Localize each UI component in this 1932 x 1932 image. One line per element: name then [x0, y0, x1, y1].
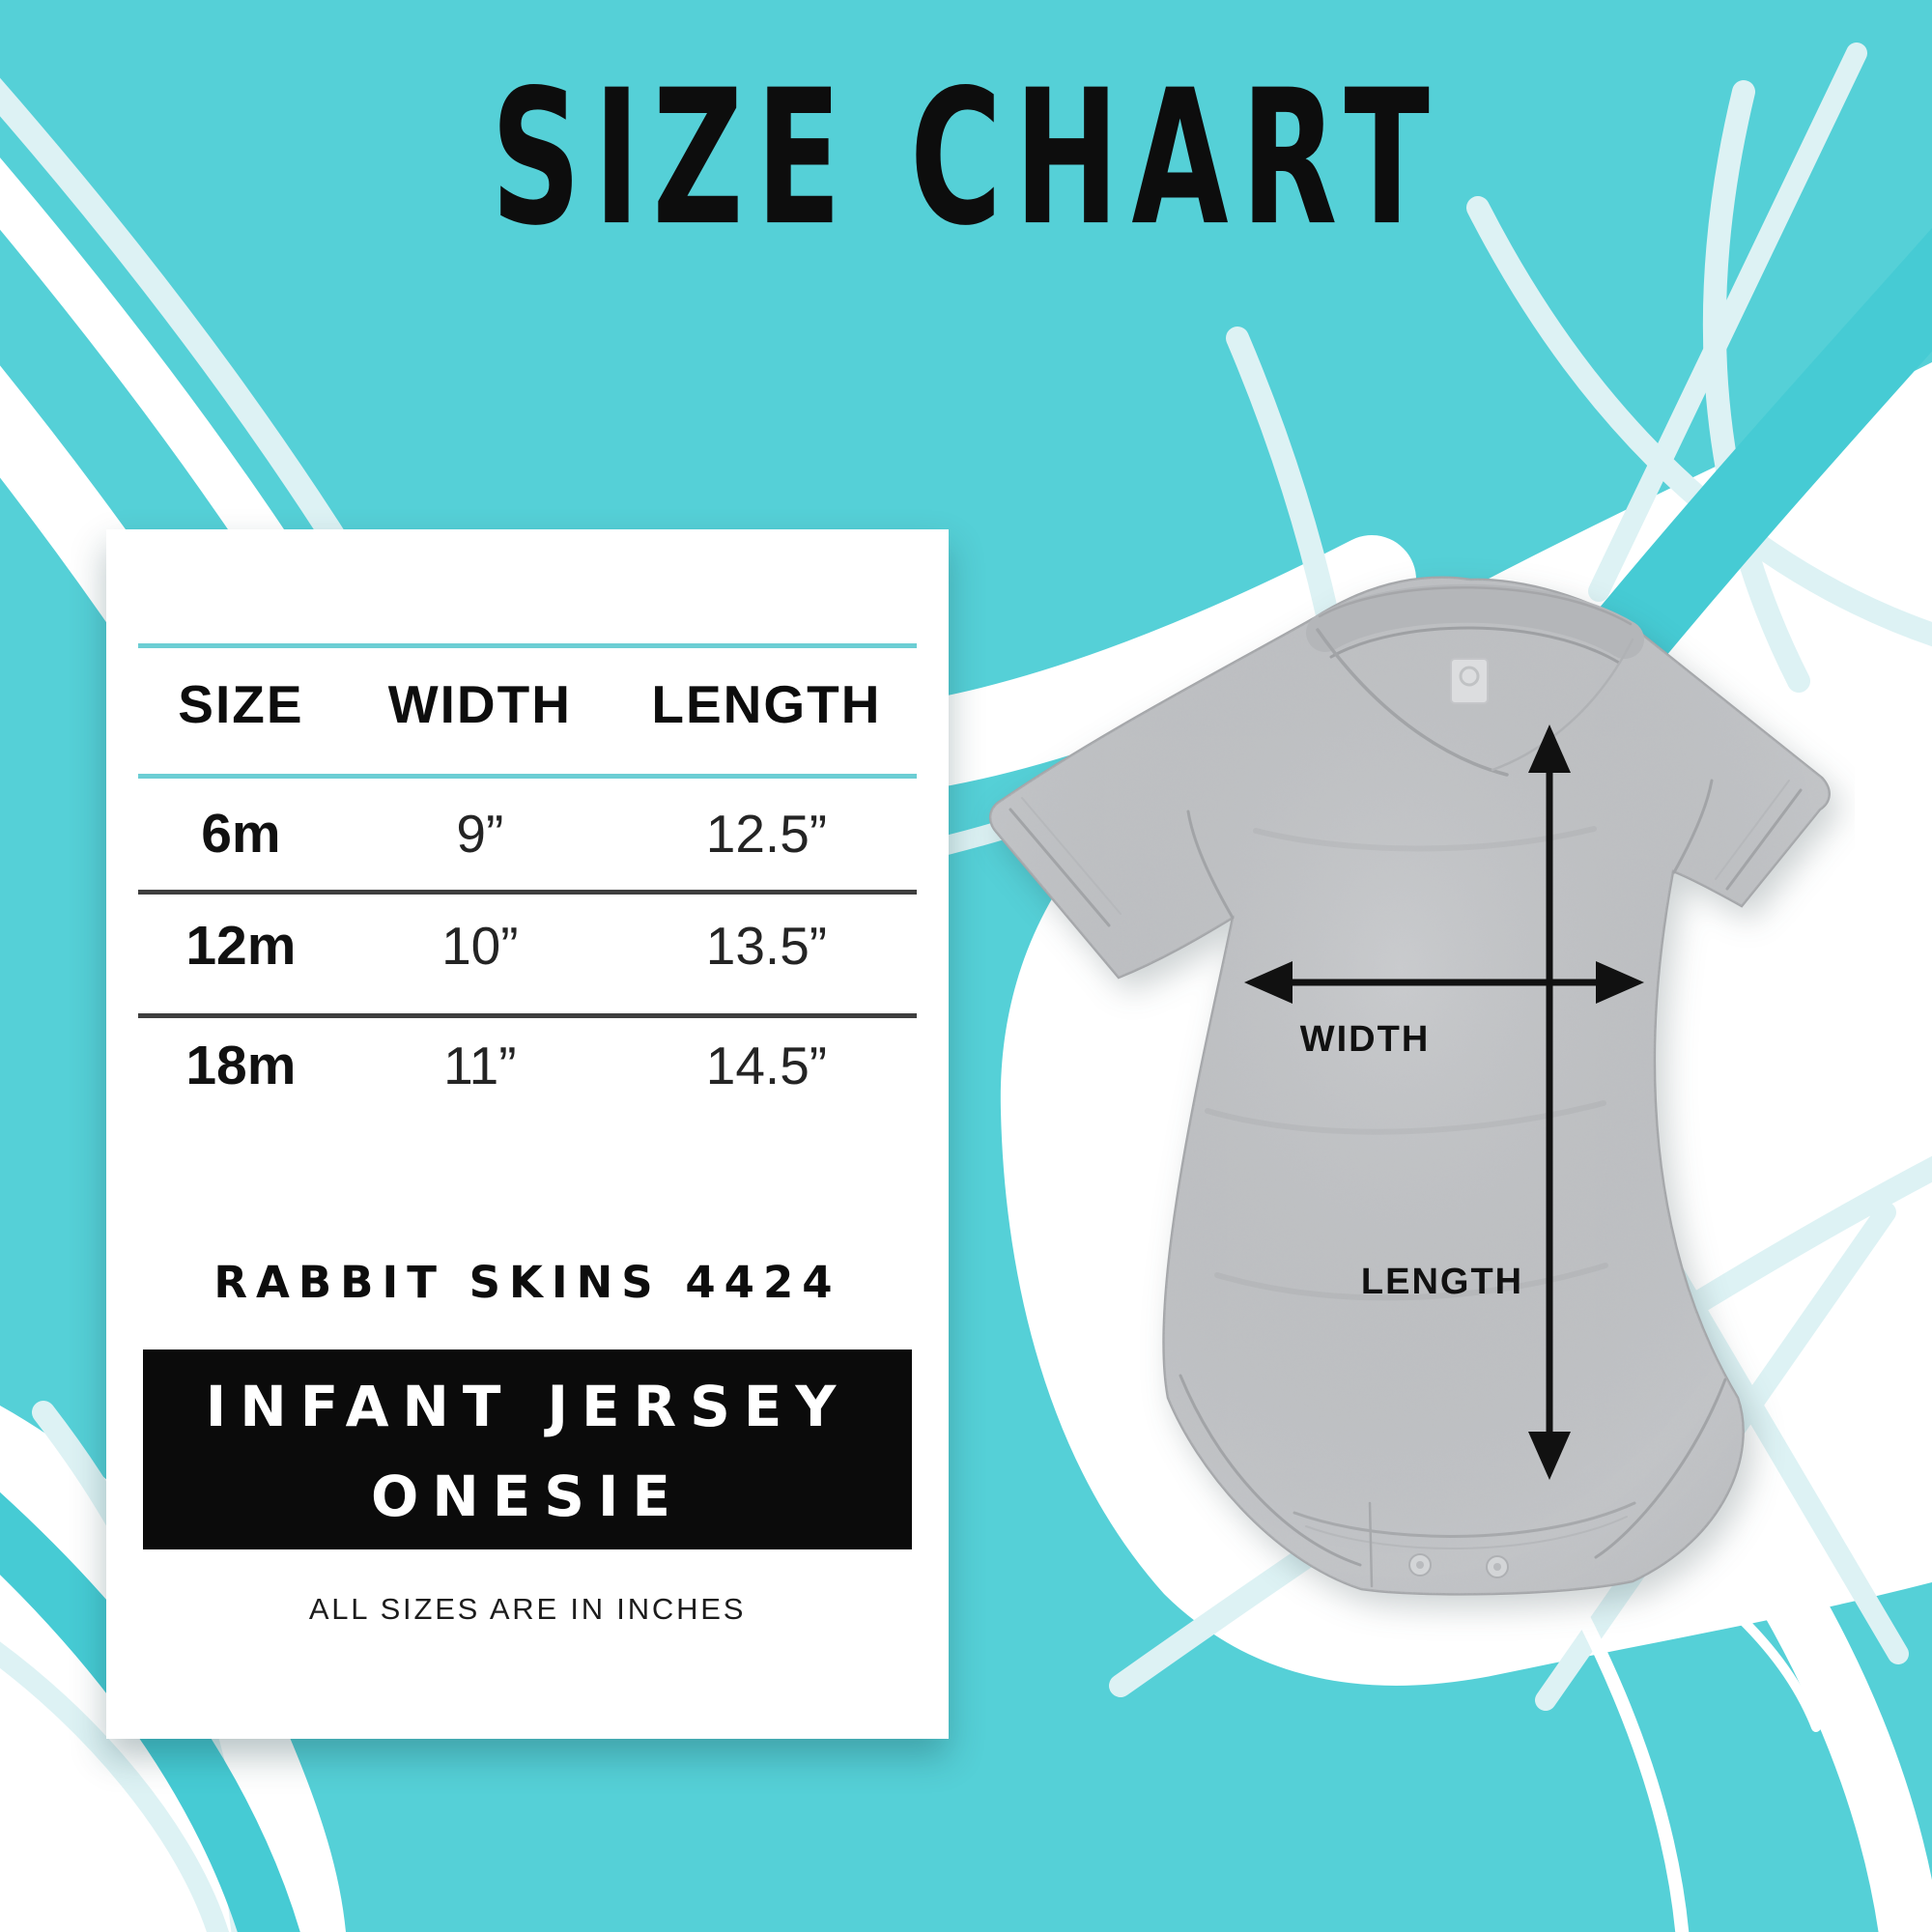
leg-binding-left — [1179, 1374, 1362, 1567]
units-note: ALL SIZES ARE IN INCHES — [308, 1592, 747, 1626]
length-arrow — [1528, 724, 1571, 1480]
column-header-size: SIZE — [178, 674, 304, 734]
armpit-seam-right — [1672, 779, 1714, 874]
cell-size: 6m — [201, 803, 281, 865]
fabric-texture — [990, 577, 1830, 1595]
armpit-seam-left — [1186, 810, 1235, 920]
white-swoosh-mid — [897, 535, 1416, 786]
table-row: 18m 11” 14.5” — [138, 1034, 917, 1096]
page-title: SIZE CHART — [0, 50, 1932, 267]
product-banner-line1: INFANT JERSEY — [205, 1374, 850, 1439]
garment-seams — [1009, 583, 1803, 1588]
neckline-band — [1306, 583, 1644, 659]
length-arrow-label: LENGTH — [1361, 1262, 1523, 1302]
product-banner-line2: ONESIE — [371, 1463, 684, 1529]
divider-teal-top — [138, 643, 917, 648]
cell-size: 12m — [185, 915, 297, 977]
cuff-right — [1725, 788, 1803, 891]
cuff-left — [1009, 808, 1111, 927]
column-header-length: LENGTH — [651, 674, 882, 734]
cell-width: 9” — [456, 804, 504, 864]
page-title-text: SIZE CHART — [490, 50, 1442, 268]
brand-line: RABBIT SKINS 4424 — [213, 1257, 841, 1308]
divider-row-2 — [138, 1013, 917, 1018]
width-arrow-label: WIDTH — [1300, 1019, 1431, 1060]
cell-width: 11” — [443, 1036, 517, 1095]
column-header-width: WIDTH — [387, 674, 572, 734]
crotch-snaps — [1408, 1553, 1509, 1578]
divider-row-1 — [138, 890, 917, 895]
crotch-fold — [1293, 1501, 1636, 1538]
neck-tag — [1450, 658, 1489, 704]
table-row: 6m 9” 12.5” — [138, 802, 917, 865]
size-card: SIZE WIDTH LENGTH 6m 9” 12.5” 12m 10” 13… — [106, 529, 949, 1739]
onesie-illustration: WIDTH LENGTH — [988, 576, 1831, 1596]
table-row: 12m 10” 13.5” — [138, 914, 917, 977]
wrinkle — [1214, 1263, 1608, 1301]
cell-length: 13.5” — [705, 916, 828, 976]
width-arrow — [1244, 961, 1644, 1004]
product-banner: INFANT JERSEY ONESIE — [143, 1350, 912, 1549]
cell-width: 10” — [441, 916, 519, 976]
cell-length: 14.5” — [705, 1036, 828, 1095]
divider-teal-header — [138, 774, 917, 779]
envelope-seam-right — [1491, 638, 1634, 772]
cell-length: 12.5” — [705, 804, 828, 864]
envelope-seam-left — [1316, 628, 1509, 777]
cell-size: 18m — [185, 1035, 297, 1096]
table-header-row: SIZE WIDTH LENGTH — [138, 673, 917, 735]
leg-binding-right — [1594, 1378, 1727, 1559]
